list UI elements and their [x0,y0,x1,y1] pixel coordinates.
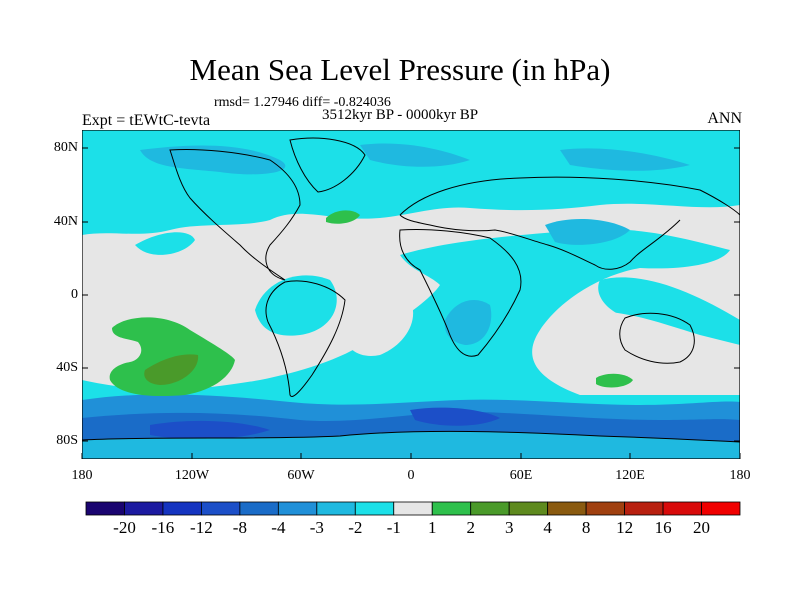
axis-ticks [81,147,741,459]
map-plot-area [82,130,740,459]
colorbar-swatch [431,501,472,516]
colorbar-label: 20 [693,518,710,537]
colorbar-label: -16 [151,518,175,537]
colorbar-swatch [701,501,741,516]
colorbar-swatch [508,501,549,516]
colorbar-swatch [277,501,318,516]
time-period: 3512kyr BP - 0000kyr BP [322,107,479,123]
lon-label-120e: 120E [615,468,645,483]
lon-label-60w: 60W [287,468,315,483]
north-america-coast [169,148,301,281]
colorbar-swatch [354,501,395,516]
colorbar [85,501,741,516]
colorbar-label: 3 [504,518,514,537]
coastlines [82,137,740,443]
australia-coast [619,312,695,364]
colorbar-swatch [162,501,202,516]
colorbar-swatch [585,501,625,516]
colorbar-swatch [239,501,279,516]
colorbar-label: -2 [348,518,363,537]
north-atlantic-positive-region [326,210,360,224]
lat-label-40n: 40N [53,214,78,229]
colorbar-swatch [201,501,241,516]
colorbar-swatch [470,501,510,516]
colorbar-swatch [85,501,125,516]
colorbar-label: 12 [616,518,634,537]
lon-label-60e: 60E [509,468,533,483]
south-pacific-core-positive [144,354,199,385]
south-america-coast [265,280,346,397]
south-pacific-positive-region [109,317,235,397]
colorbar-label: -3 [309,518,324,537]
lon-label-180-west: 180 [71,468,93,483]
indian-ocean-positive-region [596,373,633,388]
colorbar-swatch [316,501,356,516]
colorbar-label: 16 [654,518,672,537]
season-label: ANN [707,110,742,127]
lon-label-120w: 120W [174,468,210,483]
colorbar-swatch [624,501,664,516]
antarctic-coast-strong-negative [150,407,500,440]
colorbar-label: 1 [427,518,437,537]
africa-negative [444,300,492,345]
antarctica-coast [82,430,740,443]
greenland-coast [289,137,366,193]
lat-label-40s: 40S [56,360,78,375]
asia-negative [545,218,630,245]
rmsd-diff-stats: rmsd= 1.27946 diff= -0.824036 [214,95,391,110]
europe-asia-coast [399,176,740,270]
lat-label-0: 0 [71,287,78,302]
south-america-negative [255,275,337,336]
lat-label-80s: 80S [56,433,78,448]
south-atlantic-neutral [344,294,414,356]
colorbar-label: -12 [190,518,213,537]
arctic-darker-patches [140,143,690,175]
colorbar-label: 4 [543,518,552,537]
colorbar-label: 8 [581,518,591,537]
central-pacific-negative [135,232,195,255]
map-title: Mean Sea Level Pressure (in hPa) [189,52,611,87]
colorbar-swatch [547,501,587,516]
lon-label-0: 0 [407,468,415,483]
colorbar-label: -1 [386,518,401,537]
colorbar-swatch [124,501,164,516]
maritime-continent-negative [598,277,740,345]
lon-label-180-east: 180 [729,468,751,483]
colorbar-swatch [393,501,433,516]
colorbar-label: 2 [466,518,475,537]
south-indian-neutral [553,311,740,394]
lat-label-80n: 80N [53,140,78,155]
experiment-label: Expt = tEWtC-tevta [82,112,211,129]
colorbar-swatch [662,501,702,516]
africa-coast [399,228,522,357]
colorbar-label: -8 [232,518,247,537]
colorbar-label: -4 [271,518,286,537]
colorbar-label: -20 [113,518,136,537]
